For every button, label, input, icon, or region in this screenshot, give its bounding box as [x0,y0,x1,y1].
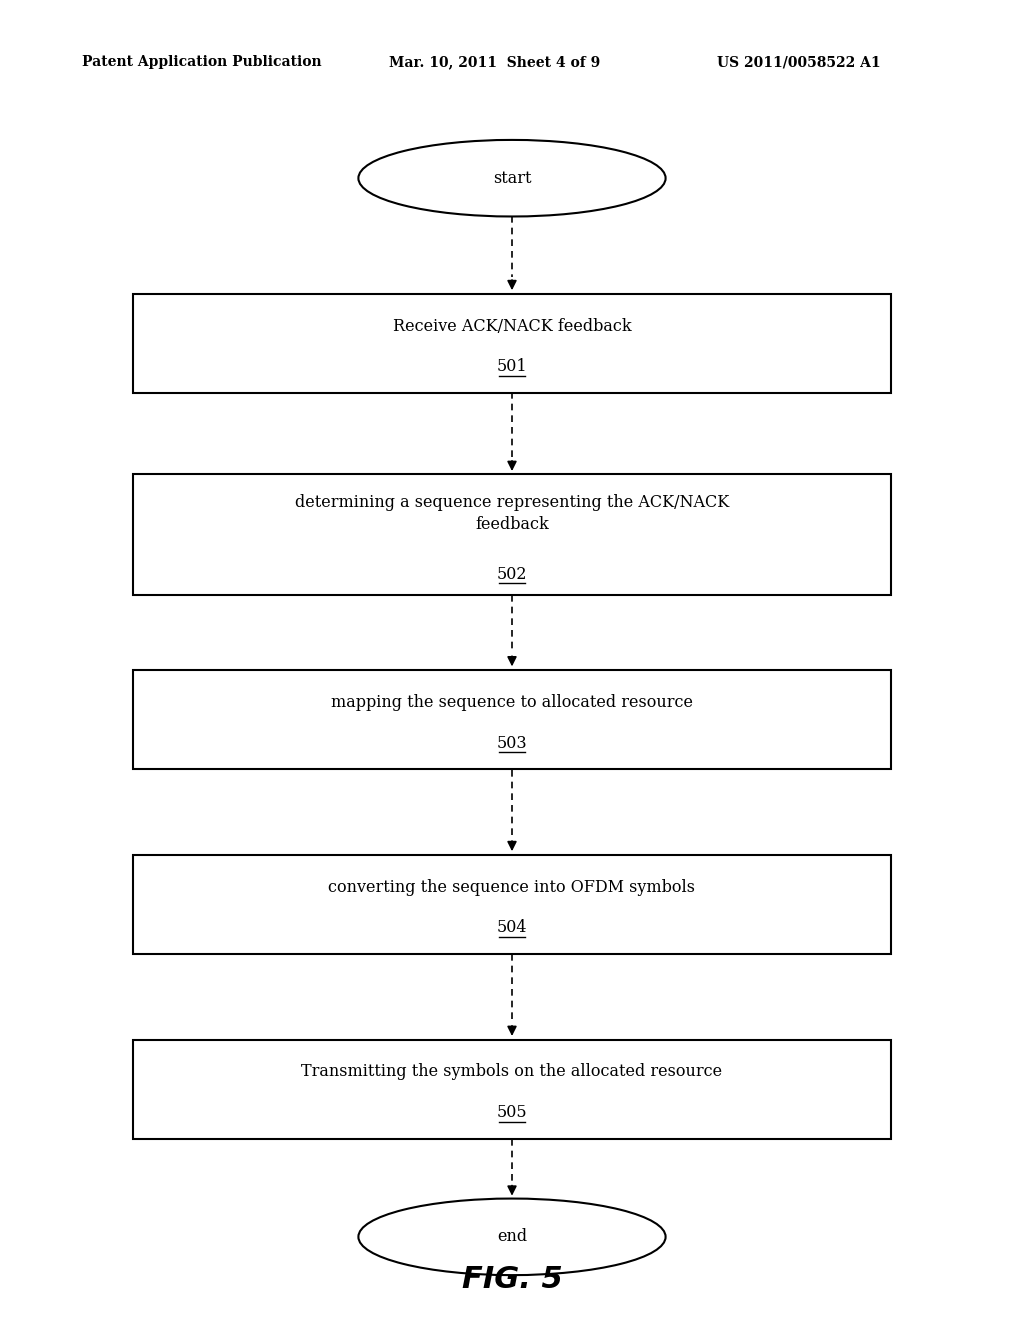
FancyBboxPatch shape [133,855,891,953]
Text: start: start [493,170,531,186]
Ellipse shape [358,1199,666,1275]
Text: US 2011/0058522 A1: US 2011/0058522 A1 [717,55,881,70]
Text: Mar. 10, 2011  Sheet 4 of 9: Mar. 10, 2011 Sheet 4 of 9 [389,55,600,70]
Text: mapping the sequence to allocated resource: mapping the sequence to allocated resour… [331,694,693,710]
Text: 501: 501 [497,359,527,375]
Text: Receive ACK/NACK feedback: Receive ACK/NACK feedback [392,318,632,334]
Text: end: end [497,1229,527,1245]
Text: converting the sequence into OFDM symbols: converting the sequence into OFDM symbol… [329,879,695,895]
Text: 502: 502 [497,566,527,582]
Text: Patent Application Publication: Patent Application Publication [82,55,322,70]
FancyBboxPatch shape [133,474,891,595]
Text: FIG. 5: FIG. 5 [462,1265,562,1294]
Text: 504: 504 [497,920,527,936]
FancyBboxPatch shape [133,671,891,768]
FancyBboxPatch shape [133,294,891,393]
Ellipse shape [358,140,666,216]
Text: 505: 505 [497,1105,527,1121]
FancyBboxPatch shape [133,1040,891,1138]
Text: determining a sequence representing the ACK/NACK
feedback: determining a sequence representing the … [295,494,729,533]
Text: Transmitting the symbols on the allocated resource: Transmitting the symbols on the allocate… [301,1064,723,1080]
Text: 503: 503 [497,735,527,751]
